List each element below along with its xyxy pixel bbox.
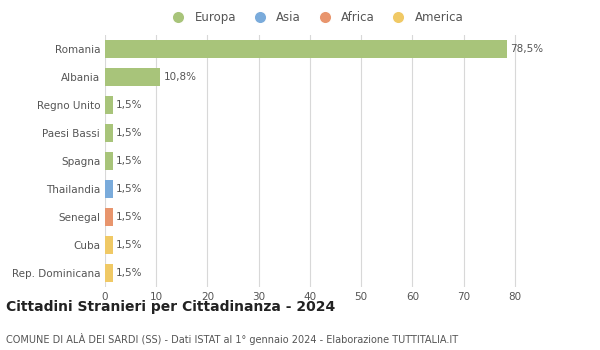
Bar [105, 124, 113, 142]
Text: 1,5%: 1,5% [116, 184, 142, 194]
Bar [105, 180, 113, 198]
Text: 1,5%: 1,5% [116, 268, 142, 278]
Text: 1,5%: 1,5% [116, 212, 142, 222]
Bar [105, 208, 113, 226]
Bar [105, 96, 113, 114]
Bar [105, 68, 160, 86]
Bar [105, 236, 113, 254]
Text: 1,5%: 1,5% [116, 156, 142, 166]
Text: Cittadini Stranieri per Cittadinanza - 2024: Cittadini Stranieri per Cittadinanza - 2… [6, 301, 335, 315]
Bar [105, 152, 113, 170]
Text: 1,5%: 1,5% [116, 240, 142, 250]
Legend: Europa, Asia, Africa, America: Europa, Asia, Africa, America [164, 9, 466, 27]
Text: COMUNE DI ALÀ DEI SARDI (SS) - Dati ISTAT al 1° gennaio 2024 - Elaborazione TUTT: COMUNE DI ALÀ DEI SARDI (SS) - Dati ISTA… [6, 333, 458, 345]
Text: 1,5%: 1,5% [116, 128, 142, 138]
Bar [105, 40, 507, 58]
Text: 1,5%: 1,5% [116, 100, 142, 110]
Bar [105, 264, 113, 282]
Text: 78,5%: 78,5% [510, 44, 543, 54]
Text: 10,8%: 10,8% [163, 72, 196, 82]
